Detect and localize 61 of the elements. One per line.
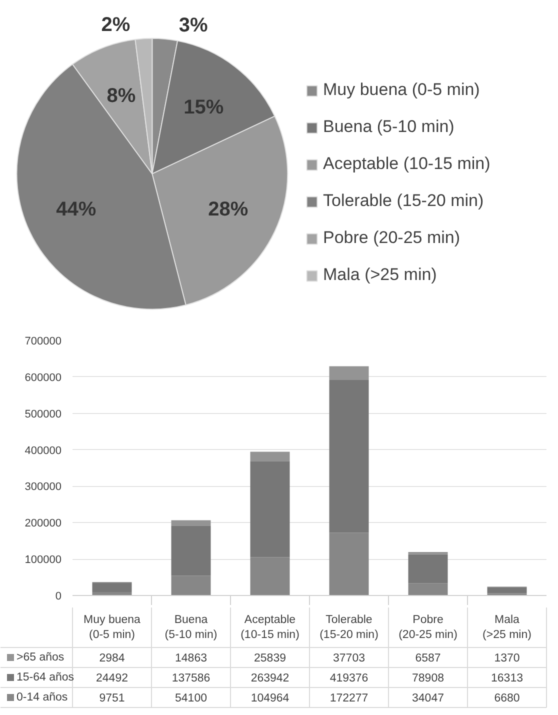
data-label: 419376 (330, 672, 368, 684)
legend-label: Aceptable (10-15 min) (323, 154, 490, 174)
y-tick-label: 300000 (24, 481, 62, 494)
data-label: 16313 (491, 672, 523, 684)
legend-label: Buena (5-10 min) (323, 117, 454, 137)
data-label: 6680 (494, 692, 520, 704)
data-label: 2984 (99, 652, 126, 664)
y-tick-label: 700000 (24, 336, 62, 348)
data-label: 172277 (330, 692, 368, 704)
y-tick-label: 600000 (24, 372, 62, 384)
data-label: 1370 (494, 652, 520, 664)
legend-label: 0-14 años (16, 692, 68, 704)
category-label: Aceptable (10-15 min) (240, 614, 300, 641)
data-label: 14863 (175, 652, 207, 664)
category-label: Muy buena (0-5 min) (84, 614, 140, 641)
legend-label: 15-64 años (16, 672, 74, 684)
category-label: Buena (5-10 min) (164, 614, 218, 641)
y-tick-label: 0 (55, 590, 62, 602)
data-label: 34047 (412, 692, 444, 704)
legend-label: Tolerable (15-20 min) (323, 191, 484, 211)
bar (487, 587, 527, 594)
bar (329, 532, 369, 596)
bar (408, 554, 448, 584)
data-label: 6587 (415, 652, 441, 664)
y-tick-label: 100000 (24, 554, 62, 566)
data-label: 54100 (175, 692, 207, 704)
y-tick-label: 400000 (24, 444, 62, 457)
bar (250, 461, 290, 558)
data-label: 78908 (412, 672, 444, 684)
bar (408, 583, 448, 596)
bar (171, 576, 211, 596)
bar (250, 452, 290, 462)
y-tick-label: 500000 (24, 408, 62, 420)
data-label: 24492 (96, 672, 128, 684)
bar (408, 552, 448, 554)
legend-label: Muy buena (0-5 min) (323, 80, 480, 100)
bar (329, 366, 369, 380)
data-label: 28% (208, 198, 248, 221)
legend-label: Mala (>25 min) (323, 265, 437, 285)
bar (171, 526, 211, 576)
bar (92, 583, 132, 592)
data-label: 37703 (333, 652, 365, 664)
data-label: 2% (101, 14, 130, 36)
legend-label: Pobre (20-25 min) (323, 228, 460, 248)
data-label: 137586 (172, 672, 210, 684)
data-label: 25839 (254, 652, 286, 664)
category-label: Tolerable (15-20 min) (320, 614, 378, 641)
bar (171, 520, 211, 526)
category-label: Mala (>25 min) (482, 614, 532, 641)
bar (250, 557, 290, 596)
data-label: 44% (56, 198, 96, 221)
category-label: Pobre (20-25 min) (398, 614, 458, 641)
data-label: 3% (178, 14, 208, 37)
data-label: 9751 (99, 692, 125, 704)
y-tick-label: 200000 (24, 518, 62, 530)
data-label: 263942 (250, 672, 290, 684)
data-label: 104964 (250, 692, 290, 704)
legend-label: >65 años (16, 652, 64, 664)
data-label: 15% (184, 96, 224, 118)
bar (329, 380, 369, 533)
data-label: 8% (106, 84, 136, 107)
